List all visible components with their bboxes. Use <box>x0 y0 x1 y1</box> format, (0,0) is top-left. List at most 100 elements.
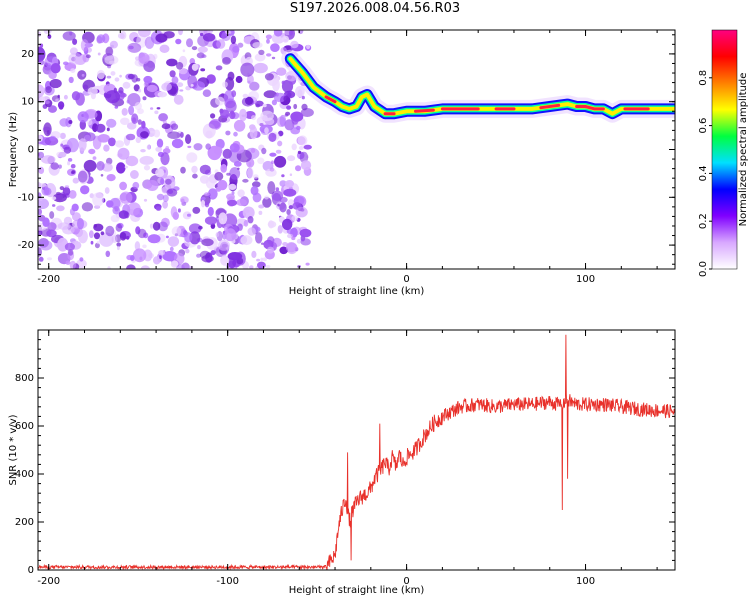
noise-blob <box>255 103 261 108</box>
noise-blob <box>251 115 257 121</box>
noise-blob <box>226 193 235 201</box>
noise-blob <box>305 262 310 266</box>
noise-blob <box>38 59 45 66</box>
noise-blob <box>189 266 194 269</box>
noise-blob <box>141 120 146 129</box>
noise-blob <box>153 129 161 138</box>
noise-blob <box>245 96 253 105</box>
noise-blob <box>300 160 312 171</box>
spectrogram-background <box>38 30 675 269</box>
noise-blob <box>138 52 150 64</box>
noise-blob <box>210 113 216 119</box>
noise-blob <box>64 185 70 189</box>
y-tick-label: 400 <box>15 469 34 480</box>
noise-blob <box>191 165 198 174</box>
y-tick-label: -10 <box>18 192 34 203</box>
noise-blob <box>299 151 309 163</box>
noise-blob <box>171 76 179 85</box>
noise-blob <box>173 94 184 105</box>
noise-blob <box>167 131 181 139</box>
noise-blob <box>130 170 139 179</box>
noise-blob <box>146 84 158 93</box>
noise-blob <box>254 53 266 62</box>
y-tick-label: 0 <box>28 565 34 576</box>
noise-blob <box>273 30 283 37</box>
noise-blob <box>249 265 254 269</box>
noise-blob <box>63 146 72 154</box>
noise-blob <box>146 144 151 150</box>
noise-blob <box>80 185 90 195</box>
noise-blob <box>284 119 295 131</box>
noise-blob <box>295 206 308 218</box>
noise-blob <box>296 238 302 244</box>
noise-blob <box>155 206 162 211</box>
noise-blob <box>233 161 242 167</box>
colorbar-label: Normalized spectral amplitude <box>738 73 749 227</box>
noise-blob <box>52 204 56 207</box>
noise-blob <box>293 103 298 110</box>
noise-blob <box>104 55 119 65</box>
noise-blob <box>38 84 45 98</box>
noise-blob <box>242 178 249 183</box>
noise-blob <box>159 254 162 260</box>
noise-blob <box>159 44 170 53</box>
noise-blob <box>114 77 120 82</box>
y-tick-label: 200 <box>15 517 34 528</box>
noise-blob <box>199 164 211 175</box>
noise-blob <box>79 119 87 130</box>
colorbar-tick-label: 0.6 <box>698 118 709 134</box>
noise-blob <box>225 130 231 136</box>
noise-blob <box>235 75 243 84</box>
noise-blob <box>119 181 127 191</box>
noise-blob <box>297 135 308 146</box>
noise-blob <box>171 138 184 149</box>
noise-blob <box>170 206 178 218</box>
noise-blob <box>153 256 161 265</box>
noise-blob <box>149 223 154 229</box>
noise-blob <box>62 31 76 41</box>
noise-blob <box>257 261 266 269</box>
y-tick-label: 600 <box>15 421 34 432</box>
noise-blob <box>220 164 227 173</box>
noise-blob <box>179 89 184 92</box>
noise-blob <box>248 162 252 167</box>
noise-blob <box>215 138 225 150</box>
noise-blob <box>303 144 312 150</box>
noise-blob <box>58 104 64 110</box>
noise-blob <box>77 229 88 244</box>
noise-blob <box>229 143 240 153</box>
noise-blob <box>267 246 274 254</box>
noise-blob <box>117 245 120 251</box>
noise-blob <box>140 149 146 153</box>
noise-blob <box>198 225 203 230</box>
noise-blob <box>120 117 130 126</box>
noise-blob <box>187 145 192 149</box>
noise-blob <box>182 49 186 53</box>
noise-blob <box>80 39 89 52</box>
noise-blob <box>92 135 102 150</box>
noise-blob <box>290 40 299 49</box>
noise-blob <box>207 145 222 161</box>
noise-blob <box>127 202 141 216</box>
noise-blob <box>133 84 140 92</box>
noise-blob <box>170 123 179 130</box>
colorbar: 0.0 0.2 0.4 0.6 0.8 Normalized spectral ampli… <box>698 29 749 277</box>
noise-blob <box>154 110 159 115</box>
noise-blob <box>251 250 257 258</box>
noise-blob <box>49 211 55 219</box>
noise-blob <box>282 218 293 231</box>
noise-blob <box>187 213 191 217</box>
noise-blob <box>58 164 62 169</box>
x-tick-label: -200 <box>37 576 60 587</box>
noise-blob <box>243 219 249 227</box>
noise-blob <box>143 82 149 87</box>
colorbar-tick-label: 0.8 <box>698 70 709 86</box>
noise-blob <box>68 76 74 84</box>
noise-blob <box>139 155 154 165</box>
noise-blob <box>94 242 100 249</box>
noise-blob <box>59 186 65 191</box>
noise-blob <box>266 38 270 44</box>
noise-blob <box>301 95 305 100</box>
noise-blob <box>253 174 259 179</box>
noise-blob <box>187 75 198 89</box>
